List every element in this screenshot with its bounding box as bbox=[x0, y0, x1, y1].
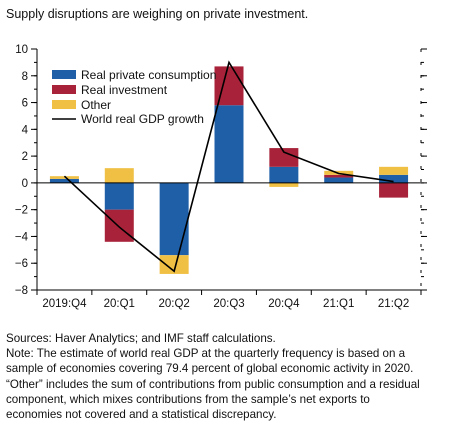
y-tick-label: 10 bbox=[15, 44, 28, 56]
world-gdp-growth-line bbox=[63, 60, 394, 273]
bar-real-investment bbox=[104, 209, 134, 242]
note-line-5: economies not covered and a statistical … bbox=[6, 408, 277, 422]
x-tick-label: 21:Q1 bbox=[323, 298, 354, 310]
bar-real-private-consumption bbox=[159, 182, 189, 256]
note-line-2: sample of economies covering 79.4 percen… bbox=[6, 362, 414, 376]
bar-real-private-consumption bbox=[324, 177, 354, 183]
y-tick-label: 4 bbox=[22, 124, 29, 136]
bar-other bbox=[104, 168, 134, 183]
x-tick-label: 20:Q1 bbox=[104, 298, 135, 310]
legend-swatch-1 bbox=[52, 85, 76, 94]
note-line-1: Note: The estimate of world real GDP at … bbox=[6, 347, 406, 361]
bar-real-private-consumption bbox=[269, 166, 299, 183]
y-tick-label: 2 bbox=[22, 151, 28, 163]
legend-label: Real private consumption bbox=[81, 68, 216, 82]
legend-swatch-2 bbox=[52, 100, 76, 109]
y-tick-label: −8 bbox=[15, 285, 28, 297]
legend-label: World real GDP growth bbox=[81, 112, 204, 126]
bar-real-investment bbox=[324, 174, 354, 178]
stacked-bar-chart: −8 −6 −4 −2 0 2 4 6 8 10 2019:Q4 20:Q1 20:Q2 20:Q3 20:… bbox=[15, 44, 427, 310]
bar-other bbox=[379, 166, 409, 175]
note-line-3: “Other” includes the sum of contribution… bbox=[6, 377, 420, 391]
x-tick-label: 20:Q2 bbox=[158, 298, 189, 310]
legend-label: Other bbox=[81, 98, 111, 112]
bar-real-private-consumption bbox=[49, 178, 79, 183]
legend-label: Real investment bbox=[81, 83, 168, 97]
y-tick-label: −6 bbox=[15, 258, 28, 270]
bar-real-investment bbox=[269, 148, 299, 167]
y-tick-label: −4 bbox=[15, 231, 29, 243]
note-line-4: component, which mixes contributions fro… bbox=[6, 392, 370, 406]
bar-other bbox=[49, 176, 79, 179]
bar-real-investment bbox=[379, 182, 409, 198]
chart-notes: Sources: Haver Analytics; and IMF staff … bbox=[6, 331, 451, 422]
x-tick-label: 2019:Q4 bbox=[42, 298, 87, 310]
legend-swatch-0 bbox=[52, 70, 76, 79]
y-tick-label: −2 bbox=[15, 205, 28, 217]
bar-real-private-consumption bbox=[214, 105, 244, 183]
x-tick-label: 21:Q2 bbox=[378, 298, 409, 310]
x-tick-label: 20:Q4 bbox=[268, 298, 300, 310]
y-tick-label: 0 bbox=[22, 178, 28, 190]
bar-other bbox=[159, 255, 189, 274]
y-tick-label: 6 bbox=[22, 98, 28, 110]
bar-real-private-consumption bbox=[104, 182, 134, 210]
bar-other bbox=[269, 182, 299, 187]
chart-title: Supply disruptions are weighing on priva… bbox=[6, 7, 309, 21]
bar-real-private-consumption bbox=[379, 174, 409, 183]
x-tick-label: 20:Q3 bbox=[213, 298, 244, 310]
y-tick-label: 8 bbox=[22, 71, 28, 83]
sources-line: Sources: Haver Analytics; and IMF staff … bbox=[6, 332, 276, 345]
